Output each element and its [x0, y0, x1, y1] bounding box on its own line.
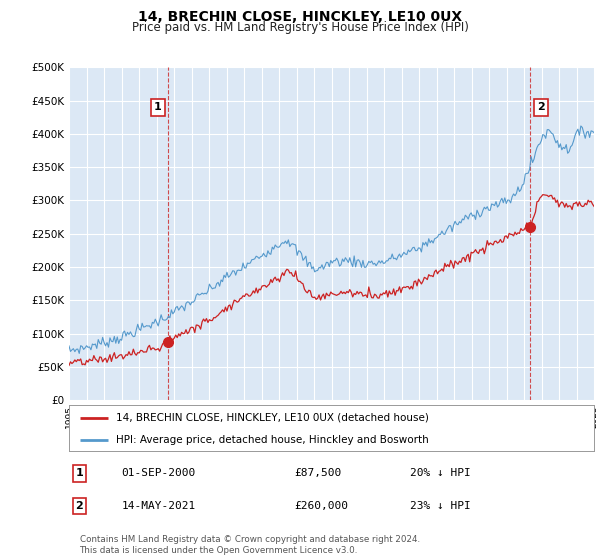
- Text: 1: 1: [76, 469, 83, 478]
- Text: Contains HM Land Registry data © Crown copyright and database right 2024.
This d: Contains HM Land Registry data © Crown c…: [79, 535, 419, 555]
- Text: 01-SEP-2000: 01-SEP-2000: [121, 469, 196, 478]
- Text: 1: 1: [154, 102, 161, 112]
- Text: £260,000: £260,000: [295, 501, 349, 511]
- Text: 14, BRECHIN CLOSE, HINCKLEY, LE10 0UX: 14, BRECHIN CLOSE, HINCKLEY, LE10 0UX: [138, 10, 462, 24]
- Text: Price paid vs. HM Land Registry's House Price Index (HPI): Price paid vs. HM Land Registry's House …: [131, 21, 469, 34]
- Text: £87,500: £87,500: [295, 469, 342, 478]
- Text: 2: 2: [76, 501, 83, 511]
- Text: 2: 2: [537, 102, 545, 112]
- Text: HPI: Average price, detached house, Hinckley and Bosworth: HPI: Average price, detached house, Hinc…: [116, 435, 429, 445]
- Text: 14, BRECHIN CLOSE, HINCKLEY, LE10 0UX (detached house): 14, BRECHIN CLOSE, HINCKLEY, LE10 0UX (d…: [116, 413, 429, 423]
- Text: 14-MAY-2021: 14-MAY-2021: [121, 501, 196, 511]
- Text: 23% ↓ HPI: 23% ↓ HPI: [410, 501, 471, 511]
- Text: 20% ↓ HPI: 20% ↓ HPI: [410, 469, 471, 478]
